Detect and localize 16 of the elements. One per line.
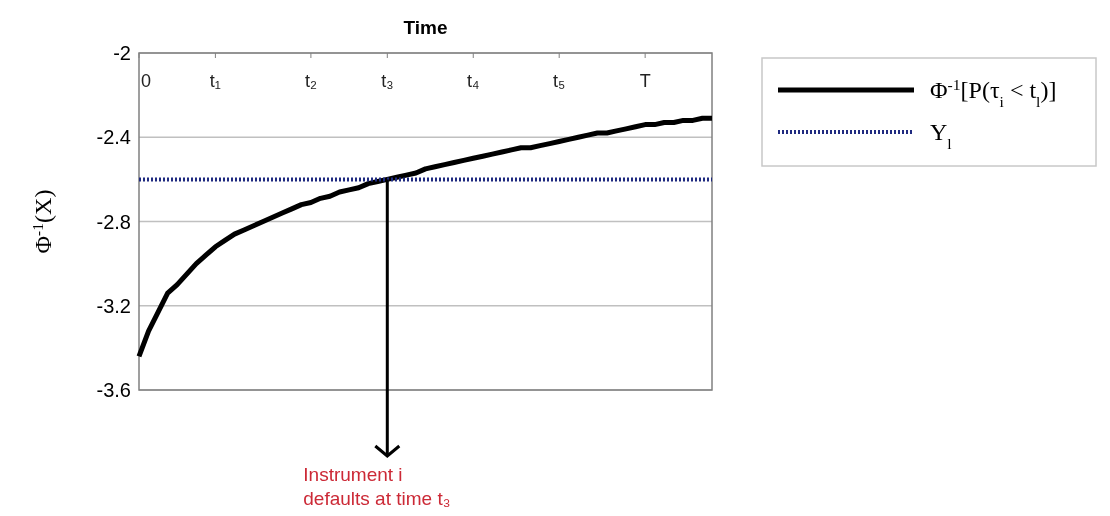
x-tick-label: t₁ [209, 71, 221, 91]
x-tick-label: t₅ [553, 71, 566, 91]
x-tick-label: 0 [141, 71, 152, 91]
x-tick-label: t₂ [304, 71, 317, 91]
y-tick-label: -2.4 [96, 126, 131, 149]
y-tick-label: -2 [113, 42, 131, 64]
text: Y$_{l}$ [930, 119, 953, 152]
x-tick-label: t₃ [381, 71, 394, 91]
annotation: Instrument i defaults at time t₃ [303, 464, 451, 509]
y-tick-label: -3.6 [96, 379, 131, 401]
text: Φ$^{-1}$[P(τ$_{i}$ < t$_{l}$)] [930, 75, 1057, 110]
x-tick-label: t₄ [467, 71, 480, 91]
x-tick-label: T [639, 71, 651, 91]
x-axis-title: Time [403, 17, 448, 38]
y-tick-label: -3.2 [96, 294, 131, 317]
y-tick-label: -2.8 [96, 210, 131, 233]
